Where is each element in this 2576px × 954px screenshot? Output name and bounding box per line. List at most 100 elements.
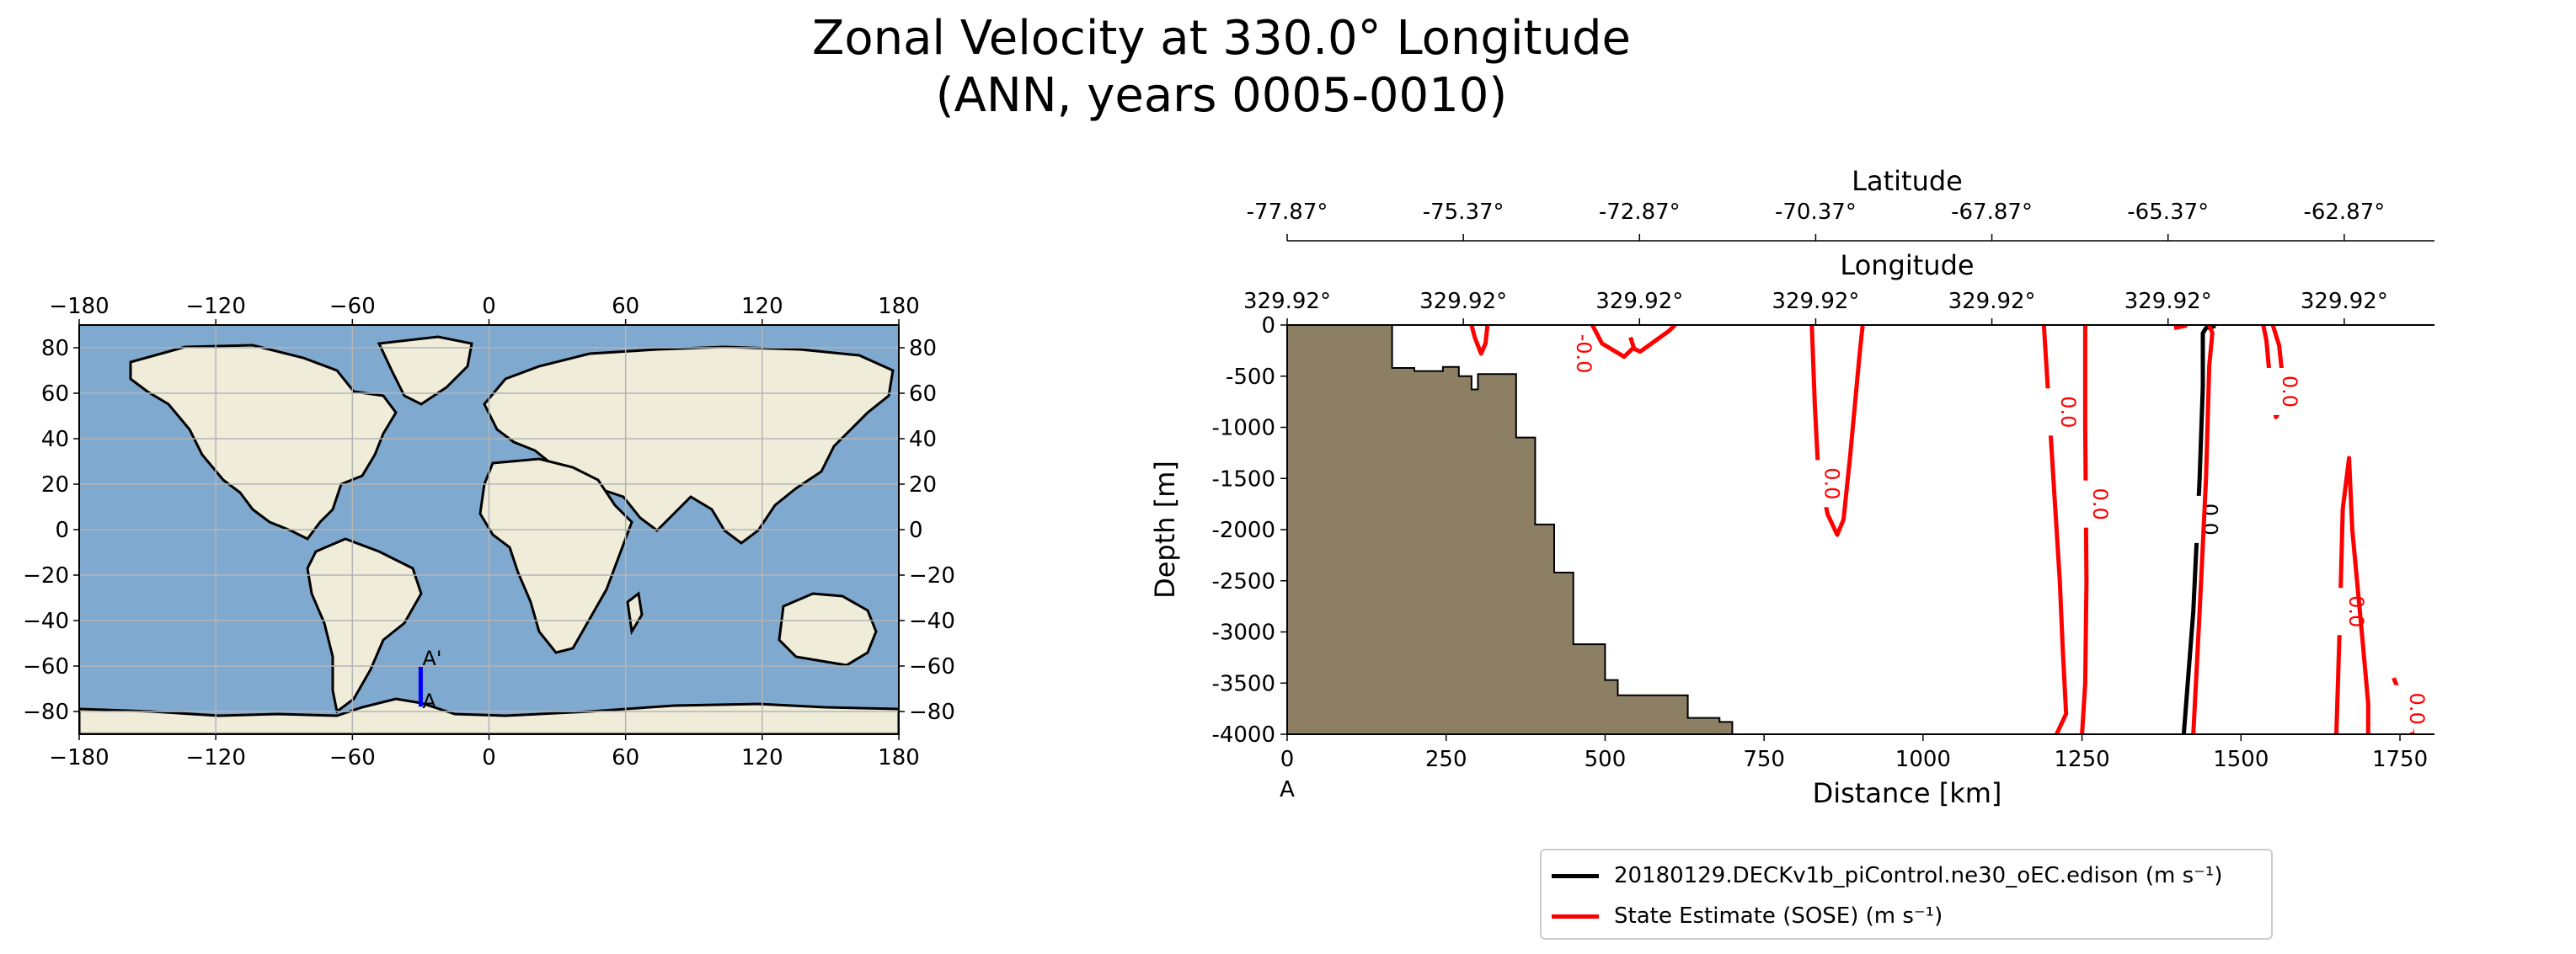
land-africa: [478, 457, 633, 654]
x-tick-label: 1250: [2055, 747, 2110, 772]
contour-label-bg: [1808, 460, 1829, 508]
map-lat-label-right: −80: [909, 700, 955, 725]
sose-contour-line: [1469, 325, 1490, 356]
map-lon-label-bottom: −60: [329, 745, 376, 770]
x-tick-label: 750: [1743, 747, 1785, 772]
contour-label-bg: [2044, 388, 2066, 436]
sose-contour-line: [2173, 325, 2188, 331]
y-tick-label: -4000: [1211, 722, 1275, 748]
contour-label-bg: [2265, 367, 2286, 415]
map-lat-label-left: 60: [41, 381, 69, 407]
title-line-1: Zonal Velocity at 330.0° Longitude: [812, 11, 1631, 66]
y-tick-label: -2000: [1211, 518, 1275, 543]
map-lon-label-top: −120: [185, 294, 245, 319]
sose-contour-label: 0.0: [2405, 693, 2429, 725]
legend-item-sose: State Estimate (SOSE) (m s⁻¹): [1552, 899, 1943, 933]
map-lon-label-bottom: −120: [185, 745, 245, 770]
y-tick-label: 0: [1261, 313, 1275, 338]
transect-label-start: A: [422, 690, 436, 713]
model-contour-line: [2181, 325, 2216, 734]
map-lat-label-left: 40: [41, 427, 69, 452]
contour-label-bg: [2333, 588, 2354, 636]
legend: 20180129.DECKv1b_piControl.ne30_oEC.edis…: [1540, 849, 2273, 940]
contour-label-bg: [2392, 685, 2413, 733]
bathymetry-polygon: [1287, 325, 2434, 734]
y-tick-label: -1500: [1211, 466, 1275, 492]
y-tick-label: -1000: [1211, 416, 1275, 441]
latitude-tick-label: -72.87°: [1599, 200, 1681, 225]
y-axis-label: Depth [m]: [1149, 461, 1181, 599]
map-lon-label-bottom: 60: [612, 745, 639, 770]
legend-swatch-model: [1552, 873, 1599, 878]
section-axes: 0 250 500 750 1000 1250 1500 1750 0 -500 -1000 -150…: [1211, 200, 2434, 772]
map-lon-label-top: −180: [49, 294, 109, 319]
map-frame: A A' −180 −180 −120 −120 −60 −60 0 0 60 60 120 120 1…: [23, 294, 955, 770]
sose-contour-line: [2041, 325, 2069, 734]
latitude-tick-label: -77.87°: [1247, 200, 1328, 225]
y-tick-label: -3500: [1211, 671, 1275, 696]
x-tick-label: 0: [1280, 747, 1295, 772]
map-lon-label-top: −60: [329, 294, 376, 319]
sose-contour-label: 0.0: [2278, 376, 2301, 408]
map-lat-label-right: 20: [909, 472, 937, 498]
sose-contour-label: 0.0: [2344, 595, 2368, 627]
legend-label-model: 20180129.DECKv1b_piControl.ne30_oEC.edis…: [1614, 863, 2223, 888]
sose-contour-line: [2080, 325, 2089, 734]
map-lat-label-left: −60: [23, 654, 69, 680]
contour-label-bg: [1559, 330, 1580, 378]
legend-item-model: 20180129.DECKv1b_piControl.ne30_oEC.edis…: [1552, 859, 2222, 893]
sose-contour-label: 0.0: [2088, 488, 2112, 520]
y-tick-label: -500: [1226, 365, 1275, 390]
sose-contour-label: -0.0: [1572, 334, 1595, 374]
latitude-tick-label: -70.37°: [1775, 200, 1857, 225]
latitude-tick-label: -75.37°: [1423, 200, 1504, 225]
map-lat-label-left: −80: [23, 700, 69, 725]
title-line-2: (ANN, years 0005-0010): [935, 68, 1508, 123]
x-tick-label: 1000: [1895, 747, 1951, 772]
map-lon-label-top: 0: [482, 294, 496, 319]
longitude-tick-label: 329.92°: [2301, 289, 2388, 314]
start-label: A: [1280, 777, 1295, 802]
longitude-tick-label: 329.92°: [1595, 289, 1683, 314]
longitude-tick-label: 329.92°: [1243, 289, 1331, 314]
sose-contour-line: [1809, 325, 1865, 537]
sose-contour-line: [1633, 325, 1677, 354]
sose-contour-label: 0.0: [2056, 396, 2080, 428]
map-lat-label-left: −20: [23, 563, 69, 589]
contour-label-bg: [2076, 480, 2097, 528]
land-madagascar: [626, 591, 644, 636]
map-lon-label-bottom: −180: [49, 745, 109, 770]
map-lat-label-right: 60: [909, 381, 937, 407]
map-lat-label-right: 40: [909, 427, 937, 452]
sose-contour-line: [1590, 325, 1636, 360]
latitude-tick-label: -62.87°: [2303, 200, 2385, 225]
world-map-panel: A A' −180 −180 −120 −120 −60 −60 0 0 60 60 120 120 1…: [23, 294, 955, 770]
y-tick-label: -2500: [1211, 569, 1275, 594]
latitude-axis-label: Latitude: [1852, 165, 1963, 197]
longitude-axis-label: Longitude: [1840, 249, 1974, 281]
land-south-america: [306, 537, 423, 714]
longitude-tick-label: 329.92°: [1772, 289, 1859, 314]
map-lon-label-top: 120: [741, 294, 783, 319]
map-lon-label-bottom: 120: [741, 745, 783, 770]
x-axis-label: Distance [km]: [1813, 777, 2002, 809]
map-lat-label-left: −40: [23, 609, 69, 634]
latitude-tick-label: -65.37°: [2127, 200, 2209, 225]
map-lat-label-right: 0: [909, 518, 923, 543]
map-lat-label-left: 20: [41, 472, 69, 498]
bathymetry-fill: [1287, 325, 2434, 734]
longitude-tick-label: 329.92°: [1419, 289, 1507, 314]
map-lat-label-right: −40: [909, 609, 955, 634]
map-lat-label-left: 0: [55, 518, 69, 543]
y-tick-label: -3000: [1211, 621, 1275, 646]
latitude-tick-label: -67.87°: [1951, 200, 2033, 225]
map-lat-label-left: 80: [41, 336, 69, 361]
map-lat-label-right: 80: [909, 336, 937, 361]
x-tick-label: 250: [1425, 747, 1467, 772]
map-tick-labels: −180 −180 −120 −120 −60 −60 0 0 60 60 120 120 180 180…: [23, 294, 955, 770]
transect-label-end: A': [422, 647, 441, 670]
map-lon-label-bottom: 0: [482, 745, 496, 770]
velocity-contours: 0.00.0-0.00.00.00.00.00.00.0: [1469, 325, 2429, 734]
sose-contour-label: 0.0: [1820, 467, 1843, 499]
section-plot-panel: 0.00.0-0.00.00.00.00.00.00.0 02505007501…: [1149, 165, 2434, 809]
